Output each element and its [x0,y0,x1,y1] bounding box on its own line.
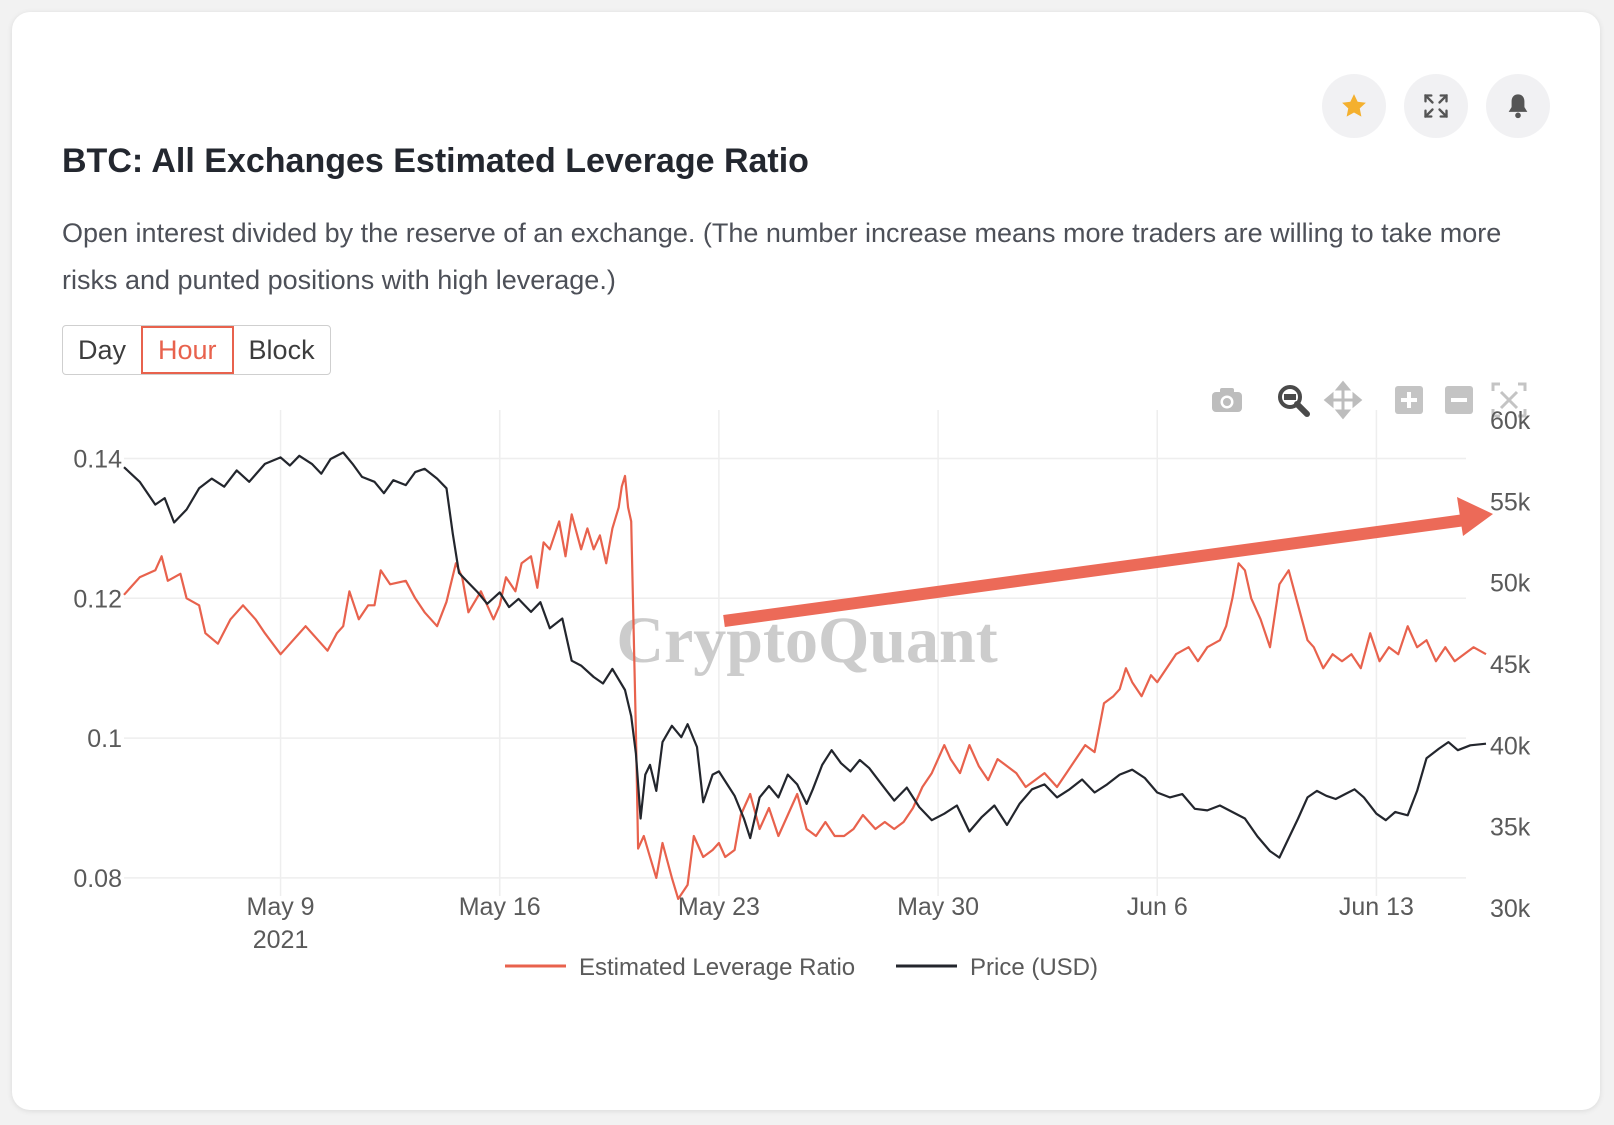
expand-icon [1424,94,1448,118]
tab-hour[interactable]: Hour [141,326,234,374]
alerts-button[interactable] [1486,74,1550,138]
y-left-tick-label: 0.14 [73,445,122,473]
ticks: May 9 2021 May 16 May 23 May 30 Jun 6 Jun 13 0.… [73,407,1530,954]
fullscreen-button[interactable] [1404,74,1468,138]
series-line-leverage [123,474,1487,900]
x-tick-label: Jun 6 [1127,893,1188,921]
trend-arrow-head [1457,497,1493,536]
bell-icon [1508,94,1528,119]
zoom-in-icon[interactable] [1389,380,1429,420]
y-right-tick-label: 55k [1490,488,1531,516]
y-right-tick-label: 40k [1490,732,1531,760]
tab-day[interactable]: Day [78,335,127,365]
x-tick-label: May 16 [459,893,541,921]
series-line-price [123,451,1487,859]
trend-arrow-shaft [723,514,1466,627]
favorite-button[interactable] [1322,74,1386,138]
y-right-tick-label: 30k [1490,895,1531,923]
interval-selector: Day Hour Block [62,325,331,375]
trend-arrow [723,497,1493,627]
camera-icon[interactable] [1207,380,1247,420]
y-right-tick-label: 60k [1490,407,1531,435]
x-tick-year-label: 2021 [253,926,309,954]
y-left-tick-label: 0.1 [87,725,122,753]
x-tick-label: May 30 [897,893,979,921]
x-tick-label: May 23 [678,893,760,921]
y-right-tick-label: 45k [1490,651,1531,679]
chart-legend: Estimated Leverage Ratio Price (USD) [505,954,1098,981]
page-title: BTC: All Exchanges Estimated Leverage Ra… [62,142,809,180]
x-tick-label: Jun 13 [1339,893,1414,921]
legend-item-price[interactable]: Price (USD) [970,954,1098,981]
y-right-tick-label: 50k [1490,570,1531,598]
pan-icon[interactable] [1323,380,1363,420]
chart-card: BTC: All Exchanges Estimated Leverage Ra… [12,12,1600,1110]
series [123,451,1487,900]
watermark-text: CryptoQuant [616,604,997,677]
chart-actions [1322,74,1550,138]
tab-block[interactable]: Block [248,335,315,365]
y-left-tick-label: 0.08 [73,865,122,893]
star-icon [1342,94,1366,117]
chart-description: Open interest divided by the reserve of … [62,218,1502,295]
y-left-tick-label: 0.12 [73,585,122,613]
legend-item-leverage[interactable]: Estimated Leverage Ratio [579,954,855,981]
x-tick-label: May 9 [247,893,315,921]
zoom-out-icon[interactable] [1439,380,1479,420]
zoom-icon[interactable] [1273,380,1313,420]
y-right-tick-label: 35k [1490,814,1531,842]
autoscale-icon[interactable] [1489,380,1529,420]
